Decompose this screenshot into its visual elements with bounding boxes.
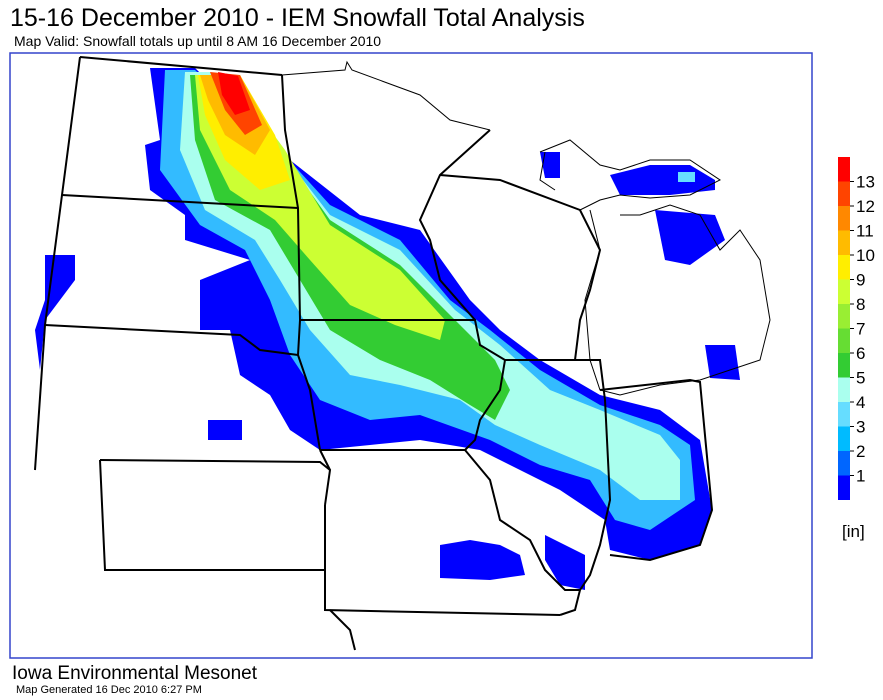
colorbar-label: 10 bbox=[856, 246, 875, 265]
colorbar-label: 3 bbox=[856, 418, 865, 437]
footer-org: Iowa Environmental Mesonet bbox=[12, 663, 258, 684]
colorbar-label: 1 bbox=[856, 467, 865, 486]
colorbar-box bbox=[838, 181, 850, 206]
colorbar-box bbox=[838, 279, 850, 304]
state-boundaries bbox=[34, 56, 771, 651]
colorbar-label: 11 bbox=[856, 222, 874, 241]
footer-generated: Map Generated 16 Dec 2010 6:27 PM bbox=[16, 684, 202, 696]
colorbar-box bbox=[838, 304, 850, 329]
colorbar-label: 6 bbox=[856, 344, 865, 363]
colorbar-box bbox=[838, 353, 850, 378]
colorbar-label: 7 bbox=[856, 320, 865, 339]
map-frame bbox=[9, 52, 813, 659]
title: 15-16 December 2010 - IEM Snowfall Total… bbox=[10, 4, 585, 32]
colorbar-box bbox=[838, 255, 850, 280]
colorbar-box bbox=[838, 426, 850, 451]
legend-unit: [in] bbox=[842, 522, 865, 541]
colorbar-label: 9 bbox=[856, 271, 865, 290]
colorbar-label: 2 bbox=[856, 442, 865, 461]
colorbar-box bbox=[838, 377, 850, 402]
colorbar-label: 8 bbox=[856, 295, 865, 314]
subtitle: Map Valid: Snowfall totals up until 8 AM… bbox=[14, 33, 381, 49]
colorbar-label: 12 bbox=[856, 197, 875, 216]
colorbar-label: 4 bbox=[856, 393, 865, 412]
colorbar-box bbox=[838, 157, 850, 182]
colorbar-label: 5 bbox=[856, 369, 865, 388]
colorbar-box bbox=[838, 328, 850, 353]
colorbar-box bbox=[838, 475, 850, 500]
colorbar-box bbox=[838, 206, 850, 231]
colorbar-box bbox=[838, 451, 850, 476]
colorbar-box bbox=[838, 230, 850, 255]
colorbar-box bbox=[838, 402, 850, 427]
colorbar-label: 13 bbox=[856, 173, 875, 192]
